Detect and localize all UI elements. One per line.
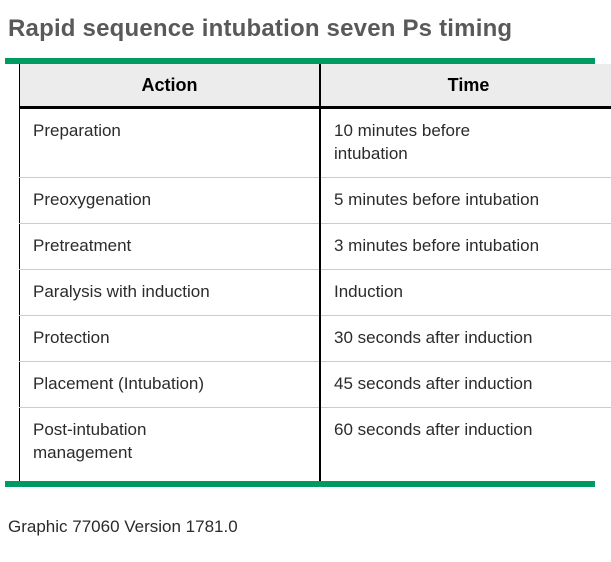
table-header: Action Time [19,64,611,109]
time-cell: 60 seconds after induction [319,407,611,481]
top-accent-bar [5,58,595,64]
table-row: Post-intubation management 60 seconds af… [19,407,611,481]
table-row: Preoxygenation 5 minutes before intubati… [19,177,611,224]
graphic-version-text: Graphic 77060 Version 1781.0 [8,517,238,536]
seven-ps-table: Action Time Preparation 10 minutes befor… [19,64,611,481]
column-header-time: Time [319,64,611,109]
column-header-action: Action [19,64,320,109]
time-cell: 45 seconds after induction [319,361,611,408]
action-cell: Preparation [33,121,121,140]
page-title: Rapid sequence intubation seven Ps timin… [8,15,513,42]
action-cell: Placement (Intubation) [19,361,320,408]
table-row: Preparation 10 minutes before intubation [20,107,611,178]
time-cell: 3 minutes before intubation [319,223,611,270]
time-cell: Induction [319,269,611,316]
table-row: Placement (Intubation) 45 seconds after … [19,361,611,408]
header-row: Action Time [19,64,611,109]
action-cell: Protection [19,315,320,362]
action-cell: Preoxygenation [19,177,320,224]
table-row: Pretreatment 3 minutes before intubation [19,223,611,270]
time-cell: 5 minutes before intubation [319,177,611,224]
bottom-accent-bar [5,481,595,487]
time-cell: 10 minutes before intubation [319,107,611,178]
action-cell: Paralysis with induction [19,269,320,316]
table-row: Protection 30 seconds after induction [19,315,611,362]
time-cell: 30 seconds after induction [319,315,611,362]
action-cell: Pretreatment [19,223,320,270]
table-body: Preparation 10 minutes before intubation… [19,107,611,481]
table-row: Paralysis with induction Induction [19,269,611,316]
action-cell: Post-intubation management [19,407,320,481]
